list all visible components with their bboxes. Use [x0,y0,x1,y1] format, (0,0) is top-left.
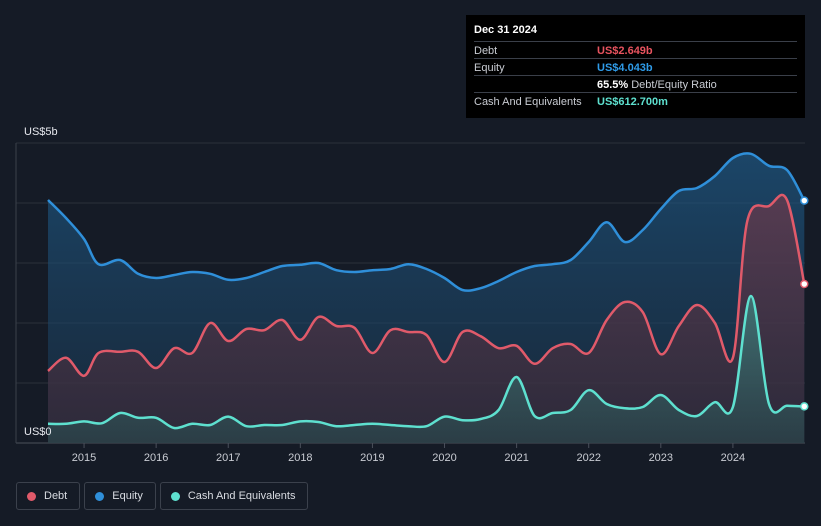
x-tick-label: 2017 [216,452,240,464]
debt-dot-icon [27,491,36,501]
x-tick-label: 2018 [288,452,312,464]
x-tick-label: 2015 [72,452,96,464]
chart-legend: Debt Equity Cash And Equivalents [16,482,312,510]
value-tooltip: Dec 31 2024 Debt US$2.649b Equity US$4.0… [466,15,805,118]
end-markers [800,196,809,411]
tooltip-equity-label: Equity [474,62,505,74]
x-tick-label: 2021 [504,452,528,464]
y-tick-label-min: US$0 [24,426,52,438]
cash-end-marker [800,402,809,411]
x-tick-label: 2022 [576,452,600,464]
legend-label-equity: Equity [112,490,143,502]
legend-item-debt[interactable]: Debt [16,482,81,510]
tooltip-ratio: 65.5% Debt/Equity Ratio [597,79,717,91]
legend-label-debt: Debt [44,490,68,502]
legend-label-cash: Cash And Equivalents [187,490,296,502]
x-tick-label: 2024 [721,452,745,464]
y-tick-label-max: US$5b [24,126,58,138]
cash-dot-icon [170,491,180,501]
tooltip-row-ratio: 65.5% Debt/Equity Ratio [474,75,797,93]
x-tick-label: 2020 [432,452,456,464]
tooltip-cash-label: Cash And Equivalents [474,96,582,108]
x-tick-label: 2016 [144,452,168,464]
tooltip-debt-label: Debt [474,45,498,57]
tooltip-row-equity: Equity US$4.043b [474,58,797,76]
series-areas [48,153,805,443]
tooltip-ratio-value: 65.5% [597,79,629,91]
tooltip-debt-value: US$2.649b [597,45,653,57]
series-lines [47,152,806,430]
equity-end-marker [800,196,809,205]
tooltip-date: Dec 31 2024 [474,24,537,36]
tooltip-row-cash: Cash And Equivalents US$612.700m [474,92,797,110]
axes: 2015 2016 2017 2018 2019 2020 2021 2022 2023 2024… [15,126,745,464]
equity-dot-icon [95,491,105,501]
debt-end-marker [800,279,809,289]
debt-area [48,194,805,443]
x-tick-label: 2019 [360,452,384,464]
cash-area [48,295,805,443]
tooltip-equity-value: US$4.043b [597,62,653,74]
tooltip-row-debt: Debt US$2.649b [474,41,797,59]
cash-line [47,294,805,430]
legend-item-equity[interactable]: Equity [84,482,156,510]
x-tick-label: 2023 [649,452,673,464]
legend-item-cash[interactable]: Cash And Equivalents [159,482,309,510]
tooltip-ratio-label: Debt/Equity Ratio [631,79,717,91]
equity-line [47,152,806,292]
tooltip-cash-value: US$612.700m [597,96,668,108]
debt-line [47,193,806,378]
